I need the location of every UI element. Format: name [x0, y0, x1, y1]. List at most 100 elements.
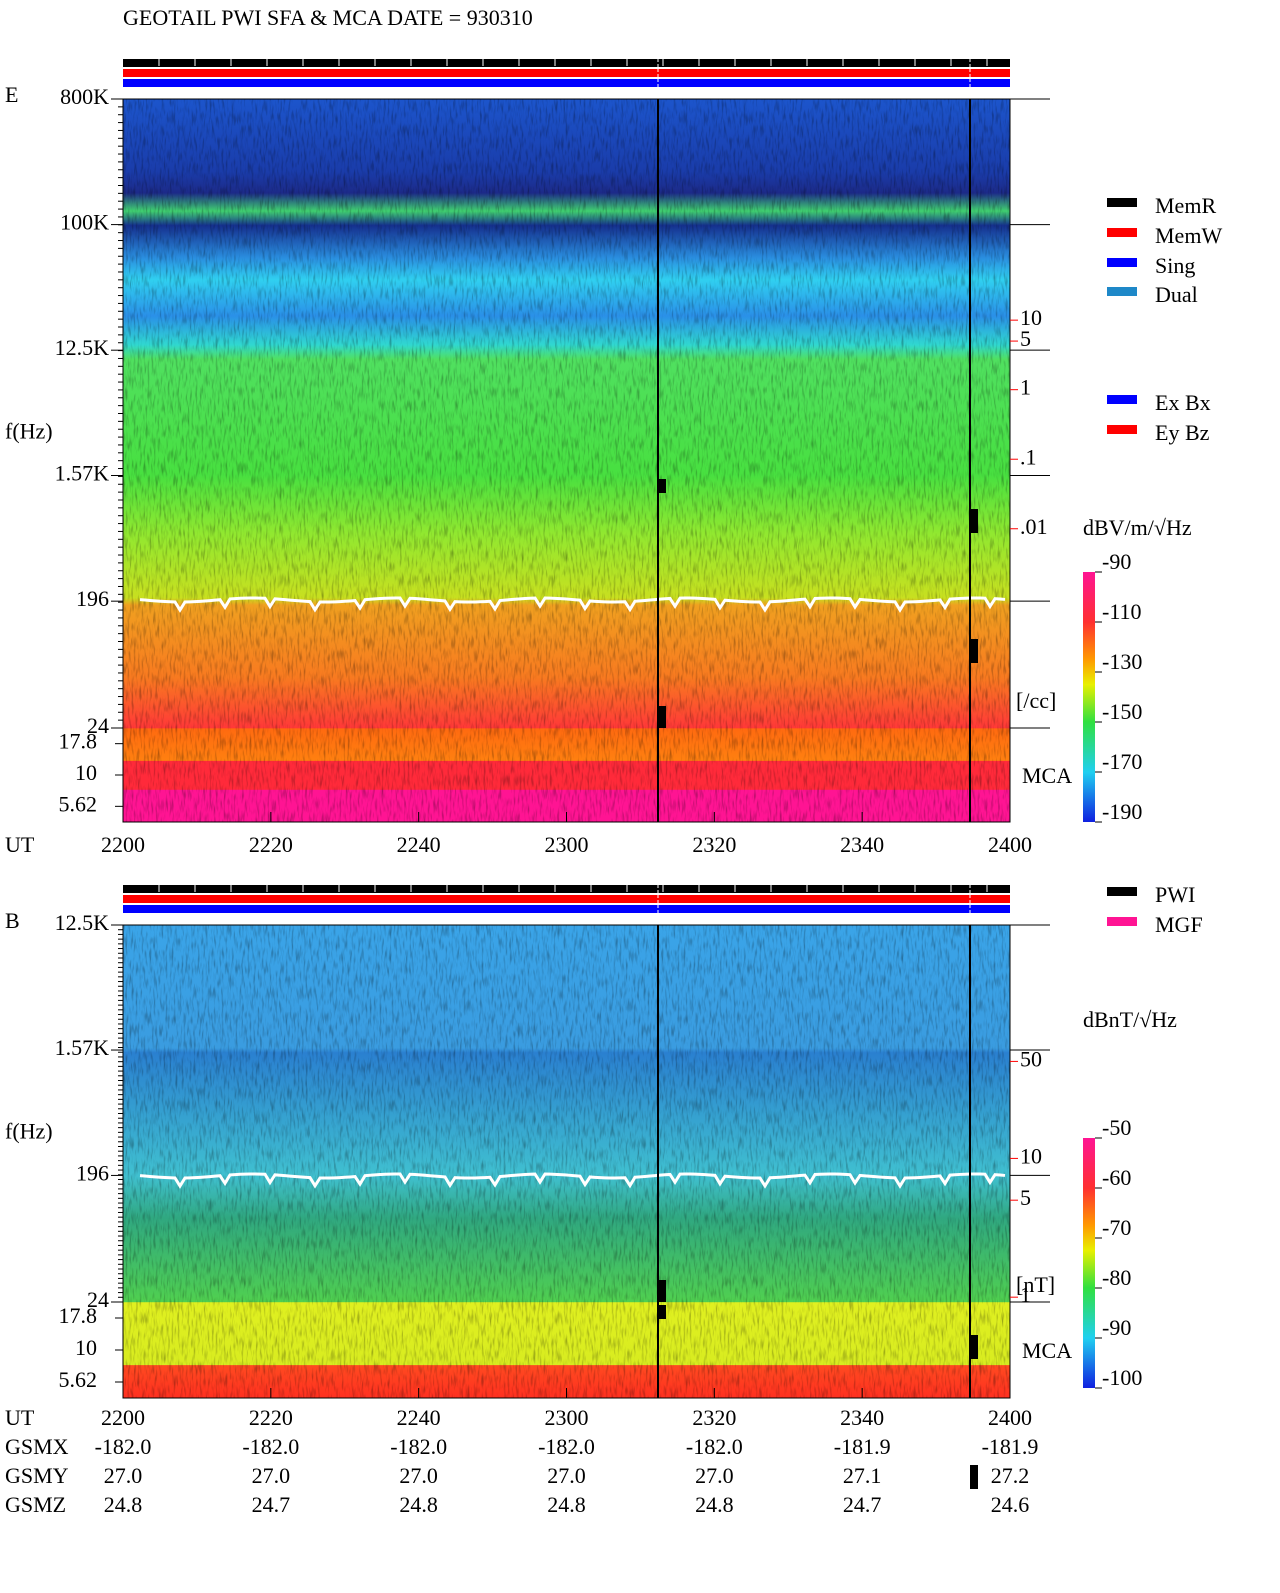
- y-label: f(Hz): [5, 1119, 53, 1144]
- spectrogram-texture: [123, 99, 1010, 822]
- right-tick-label: 10: [1020, 305, 1042, 330]
- right-tick-label: 5: [1020, 1185, 1031, 1210]
- status-bar: [123, 59, 1010, 67]
- orbit-value: -182.0: [95, 1434, 152, 1459]
- right-tick-label: 50: [1020, 1046, 1042, 1071]
- colorbar-tick-label: -170: [1102, 749, 1142, 774]
- legend-label: PWI: [1155, 882, 1195, 907]
- x-tick-label: 2340: [840, 832, 884, 857]
- data-gap-block: [970, 1335, 978, 1359]
- x-label: UT: [5, 832, 35, 857]
- colorbar-tick-label: -110: [1102, 599, 1142, 624]
- legend-label: MGF: [1155, 912, 1203, 937]
- right-tick-label: 1: [1020, 1282, 1031, 1307]
- title: GEOTAIL PWI SFA & MCA DATE = 930310: [123, 5, 533, 30]
- x-tick-label: 2400: [988, 832, 1032, 857]
- cyclotron-trace: [139, 1172, 1006, 1189]
- panels: Ef(Hz)UT800K100K12.5K1.57K1962417.8105.6…: [5, 59, 1222, 1489]
- y-tick-label: 196: [76, 586, 109, 611]
- x-tick-label: 2240: [397, 1405, 441, 1430]
- panel-label: E: [5, 82, 18, 107]
- legend-swatch: [1107, 228, 1137, 237]
- y-tick-label: 196: [76, 1160, 109, 1185]
- x-tick-label: 2300: [545, 832, 589, 857]
- mca-tick-label: 5.62: [59, 791, 98, 816]
- orbit-value: -182.0: [686, 1434, 743, 1459]
- orbit-value: 27.0: [695, 1463, 734, 1488]
- right-axis-unit: [/cc]: [1016, 688, 1056, 713]
- y-tick-label: 24: [87, 1287, 109, 1312]
- orbit-value: 24.8: [547, 1492, 586, 1517]
- legend-swatch: [1107, 917, 1137, 926]
- spectrogram-texture: [123, 925, 1010, 1398]
- colorbar-tick-label: -190: [1102, 799, 1142, 824]
- colorbar-tick-label: -70: [1102, 1215, 1131, 1240]
- legend-label: Sing: [1155, 253, 1195, 278]
- orbit-value: 27.0: [104, 1463, 143, 1488]
- y-tick-label: 12.5K: [55, 335, 110, 360]
- colorbar-tick-label: -60: [1102, 1165, 1131, 1190]
- orbit-value: 27.2: [991, 1463, 1030, 1488]
- panel-label: B: [5, 908, 20, 933]
- data-gap-block: [658, 1305, 666, 1319]
- right-tick-label: 10: [1020, 1143, 1042, 1168]
- mca-tick-label: 5.62: [59, 1367, 98, 1392]
- orbit-value: 27.0: [547, 1463, 586, 1488]
- colorbar: [1083, 1138, 1095, 1388]
- orbit-label: GSMZ: [5, 1492, 66, 1517]
- orbit-value: -182.0: [390, 1434, 447, 1459]
- data-gap-block: [658, 1280, 666, 1302]
- legend-label: Ey Bz: [1155, 420, 1210, 445]
- legend-label: MemR: [1155, 193, 1216, 218]
- legend-swatch: [1107, 395, 1137, 404]
- colorbar-tick-label: -90: [1102, 549, 1131, 574]
- x-tick-label: 2220: [249, 832, 293, 857]
- status-bar: [123, 905, 1010, 913]
- status-bar: [123, 69, 1010, 77]
- x-tick-label: 2200: [101, 1405, 145, 1430]
- x-tick-label: 2240: [397, 832, 441, 857]
- x-tick-label: 2340: [840, 1405, 884, 1430]
- legend-swatch: [1107, 287, 1137, 296]
- data-gap-block: [658, 706, 666, 728]
- y-tick-label: 100K: [60, 210, 109, 235]
- mca-tick-label: 17.8: [59, 729, 98, 754]
- orbit-value: -182.0: [538, 1434, 595, 1459]
- orbit-value: -181.9: [982, 1434, 1039, 1459]
- orbit-value: -181.9: [834, 1434, 891, 1459]
- colorbar-label: dBnT/√Hz: [1083, 1007, 1177, 1032]
- orbit-value: 24.7: [252, 1492, 291, 1517]
- legend-label: Ex Bx: [1155, 390, 1211, 415]
- x-tick-label: 2320: [692, 832, 736, 857]
- mca-tick-label: 10: [75, 760, 97, 785]
- y-tick-label: 1.57K: [55, 461, 110, 486]
- legend-label: MemW: [1155, 223, 1222, 248]
- orbit-label: GSMX: [5, 1434, 69, 1459]
- right-tick-label: 5: [1020, 326, 1031, 351]
- legend-swatch: [1107, 887, 1137, 896]
- y-tick-label: 12.5K: [55, 910, 110, 935]
- data-gap-block: [970, 639, 978, 663]
- cyclotron-trace: [139, 596, 1006, 613]
- x-tick-label: 2220: [249, 1405, 293, 1430]
- legend-swatch: [1107, 425, 1137, 434]
- x-tick-label: 2300: [545, 1405, 589, 1430]
- colorbar-tick-label: -80: [1102, 1265, 1131, 1290]
- data-gap-block: [970, 1465, 978, 1489]
- orbit-label: GSMY: [5, 1463, 69, 1488]
- colorbar-tick-label: -100: [1102, 1365, 1142, 1390]
- y-tick-label: 24: [87, 713, 109, 738]
- mca-label: MCA: [1022, 1338, 1072, 1363]
- x-label: UT: [5, 1405, 35, 1430]
- orbit-table: GSMX -182.0 -182.0 -182.0 -182.0 -182.0 -181.9…: [5, 1434, 1038, 1517]
- colorbar-tick-label: -130: [1102, 649, 1142, 674]
- orbit-value: 27.0: [399, 1463, 438, 1488]
- orbit-value: 24.7: [843, 1492, 882, 1517]
- x-tick-label: 2400: [988, 1405, 1032, 1430]
- y-label: f(Hz): [5, 419, 53, 444]
- legend-swatch: [1107, 198, 1137, 207]
- x-tick-label: 2200: [101, 832, 145, 857]
- colorbar-tick-label: -50: [1102, 1115, 1131, 1140]
